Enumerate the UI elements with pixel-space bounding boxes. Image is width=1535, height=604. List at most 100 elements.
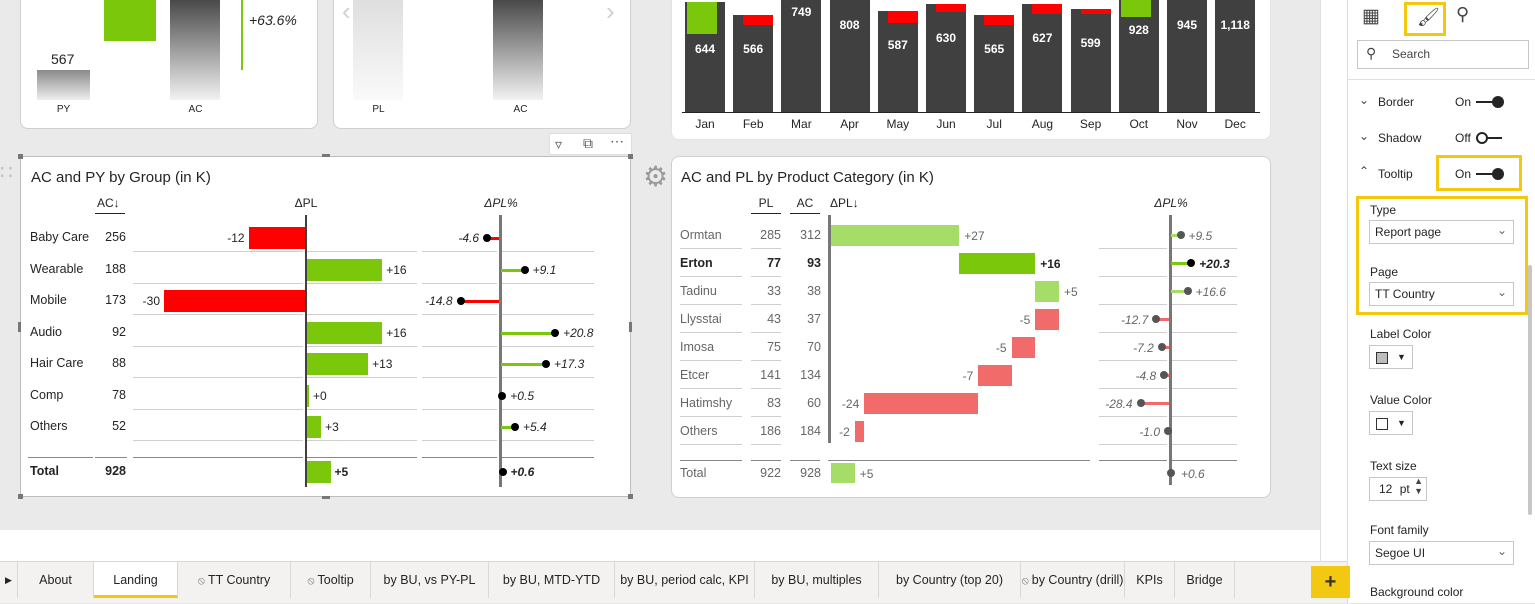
resize-handle[interactable] — [628, 154, 633, 159]
col-dpl-header[interactable]: ΔPL↓ — [830, 196, 859, 210]
col-ac-header[interactable]: AC↓ — [97, 196, 120, 210]
row-divider — [307, 282, 417, 284]
resize-handle[interactable] — [322, 496, 330, 499]
tab-by-bu-multiples[interactable]: by BU, multiples — [755, 562, 879, 598]
month-delta-bar — [936, 3, 966, 12]
chevron-down-icon[interactable]: ⌄ — [1359, 93, 1370, 107]
col-ac-underline — [790, 213, 820, 214]
total-divider — [28, 457, 93, 458]
row-divider — [307, 377, 417, 378]
month-label: Mar — [791, 117, 812, 131]
dpl-bar — [978, 365, 1012, 386]
row-divider — [680, 360, 742, 361]
total-divider — [95, 457, 127, 458]
total-divider — [502, 457, 594, 458]
dplpct-label: -4.6 — [458, 231, 480, 245]
search-box[interactable]: ⚲ Search — [1357, 40, 1529, 69]
dpl-label: +16 — [386, 262, 407, 277]
stepper-arrows-icon[interactable]: ▲ ▼ — [1414, 476, 1423, 496]
label-color-picker[interactable]: ▼ — [1369, 345, 1413, 369]
page-value: TT Country — [1375, 287, 1435, 301]
tab-by-bu-vs-py-pl[interactable]: by BU, vs PY-PL — [371, 562, 489, 598]
shadow-toggle[interactable] — [1476, 132, 1504, 144]
add-page-button[interactable]: + — [1311, 566, 1350, 598]
tab-tt-country[interactable]: ⦸ TT Country — [178, 562, 291, 598]
dpl-bar — [307, 461, 331, 483]
total-divider — [790, 460, 820, 461]
pane-scrollbar[interactable] — [1528, 265, 1532, 515]
filter-icon[interactable]: ▿ — [555, 136, 563, 152]
font-family-dropdown[interactable]: Segoe UI ⌄ — [1369, 541, 1514, 565]
total-dpl-bar — [831, 463, 855, 483]
analytics-icon[interactable]: ⚲ — [1456, 4, 1470, 24]
dplpct-label: -1.0 — [1139, 425, 1160, 439]
resize-handle[interactable] — [628, 494, 633, 499]
row-divider — [502, 251, 594, 252]
cat-pl: PL — [372, 104, 385, 115]
resize-handle[interactable] — [322, 154, 330, 157]
col-dplpct-header: ΔPL% — [1154, 196, 1188, 210]
tab-by-bu-period-calc-kpi[interactable]: by BU, period calc, KPI — [615, 562, 755, 598]
row-divider — [133, 345, 303, 347]
tab-scroll-button[interactable]: ▶ — [0, 562, 18, 598]
focus-mode-icon[interactable]: ⧉ — [583, 135, 593, 151]
tab-tooltip[interactable]: ⦸ Tooltip — [291, 562, 371, 598]
tab-kpis[interactable]: KPIs — [1125, 562, 1175, 598]
row-name: Etcer — [680, 368, 710, 382]
type-dropdown[interactable]: Report page ⌄ — [1369, 220, 1514, 244]
format-tab[interactable]: 🖌 — [1404, 2, 1446, 36]
tab-about[interactable]: About — [18, 562, 94, 598]
dplpct-dot — [1152, 315, 1161, 323]
text-size-stepper[interactable]: 12 pt ▲ ▼ — [1369, 476, 1427, 501]
resize-handle[interactable] — [18, 154, 23, 159]
group-chart-card[interactable]: AC and PY by Group (in K) AC↓ ΔPL ΔPL% B… — [20, 156, 631, 497]
chevron-down-icon[interactable]: ⌄ — [1359, 129, 1370, 143]
chevron-right-icon[interactable]: › — [606, 0, 615, 26]
dplpct-stem — [1156, 318, 1169, 321]
row-name: Baby Care — [30, 230, 90, 244]
chevron-up-icon[interactable]: ⌃ — [1359, 164, 1370, 178]
value-color-picker[interactable]: ▼ — [1369, 411, 1413, 435]
dplpct-dot — [1176, 231, 1185, 239]
month-delta-bar — [1120, 0, 1151, 17]
col-dplpct-header: ΔPL% — [484, 196, 518, 210]
py-ac-card[interactable]: 567 +63.6% PY AC — [20, 0, 318, 129]
dplpct-dot — [456, 297, 465, 305]
pl-ac-card[interactable]: ‹ › PL AC — [333, 0, 631, 129]
tooltip-toggle[interactable] — [1476, 168, 1504, 180]
chevron-down-icon: ⌄ — [1496, 285, 1507, 299]
tab-by-country-drill-[interactable]: ⦸ by Country (drill) — [1021, 562, 1125, 598]
tab-by-bu-mtd-ytd[interactable]: by BU, MTD-YTD — [489, 562, 615, 598]
row-ac: 134 — [800, 368, 821, 382]
dplpct-label: -12.7 — [1120, 313, 1149, 327]
more-options-icon[interactable]: ⋯ — [610, 133, 624, 149]
product-chart-card[interactable]: AC and PL by Product Category (in K) PL … — [671, 156, 1271, 498]
row-divider — [1172, 444, 1237, 445]
gear-icon[interactable]: ⚙ — [643, 161, 669, 192]
drag-handle-icon[interactable]: ∷ — [0, 162, 13, 184]
monthly-chart-card[interactable]: 644 Jan 566 Feb 749 Mar 808 Apr 587 May 630 Jun 565 J… — [671, 0, 1271, 140]
page-dropdown[interactable]: TT Country ⌄ — [1369, 282, 1514, 306]
row-ac: 38 — [807, 284, 821, 298]
tab-landing[interactable]: Landing — [94, 562, 178, 598]
resize-handle[interactable] — [629, 322, 632, 332]
dpl-bar — [307, 416, 322, 438]
border-toggle[interactable] — [1476, 96, 1504, 108]
row-divider — [307, 251, 417, 252]
tab-by-country-top-20-[interactable]: by Country (top 20) — [879, 562, 1021, 598]
row-divider — [751, 248, 781, 249]
canvas-scrollbar[interactable] — [1320, 0, 1347, 561]
chevron-left-icon[interactable]: ‹ — [342, 0, 351, 26]
dpl-label: +5 — [1064, 285, 1078, 299]
resize-handle[interactable] — [18, 494, 23, 499]
dplpct-stem — [1171, 290, 1188, 293]
month-delta-bar — [743, 14, 774, 25]
resize-handle[interactable] — [18, 322, 21, 332]
row-name: Audio — [30, 324, 62, 339]
dplpct-stem — [1171, 262, 1192, 265]
py-bar — [37, 70, 90, 100]
tab-label: by BU, vs PY-PL — [383, 573, 476, 587]
tab-bridge[interactable]: Bridge — [1175, 562, 1235, 598]
dplpct-label: +17.3 — [553, 357, 585, 371]
fields-icon[interactable]: ▦ — [1362, 6, 1380, 27]
